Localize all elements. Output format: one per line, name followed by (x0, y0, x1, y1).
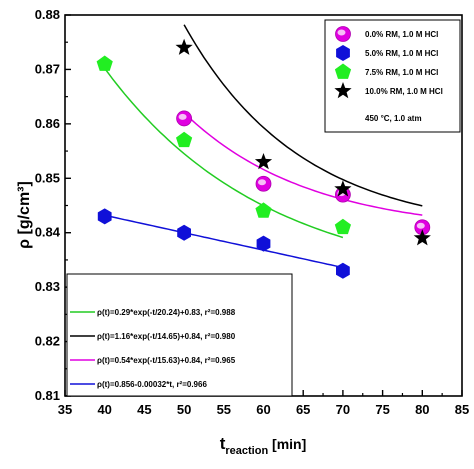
data-point (254, 153, 273, 170)
legend-label: 10.0% RM, 1.0 M HCl (365, 87, 443, 96)
x-tick-label: 70 (336, 402, 350, 417)
y-tick-label: 0.83 (35, 279, 60, 294)
legend-marker (334, 82, 352, 99)
fit-legend-box (66, 273, 293, 397)
x-tick-label: 40 (97, 402, 111, 417)
x-axis-title-main: t (220, 434, 226, 453)
x-tick-label: 55 (217, 402, 231, 417)
data-point (96, 55, 113, 71)
fit-legend-label: ρ(t)=1.16*exp(-t/14.65)+0.84, r²=0.980 (97, 332, 236, 341)
x-tick-label: 65 (296, 402, 310, 417)
fit-legend-label: ρ(t)=0.29*exp(-t/20.24)+0.83, r²=0.988 (97, 308, 236, 317)
y-tick-label: 0.88 (35, 7, 60, 22)
x-tick-label: 35 (58, 402, 72, 417)
legend-label: 7.5% RM, 1.0 M HCl (365, 68, 438, 77)
data-point (255, 175, 272, 192)
y-tick-label: 0.86 (35, 116, 60, 131)
x-tick-label: 45 (137, 402, 151, 417)
legend-marker (334, 63, 352, 79)
x-tick-label: 60 (256, 402, 270, 417)
fit-curve (104, 67, 344, 239)
data-point (176, 110, 193, 127)
x-tick-label: 75 (375, 402, 389, 417)
data-point (177, 224, 191, 241)
fit-curve (183, 112, 423, 216)
x-tick-label: 85 (455, 402, 469, 417)
data-point (97, 208, 112, 225)
data-point (256, 235, 271, 252)
fit-curve (183, 24, 423, 207)
fit-curve (104, 214, 344, 269)
y-tick-label: 0.81 (35, 388, 60, 403)
y-tick-label: 0.82 (35, 334, 60, 349)
data-points (96, 38, 431, 279)
fit-legend-label: ρ(t)=0.54*exp(-t/15.63)+0.84, r²=0.965 (97, 356, 236, 365)
fit-legend: ρ(t)=0.29*exp(-t/20.24)+0.83, r²=0.988 ρ(… (66, 273, 293, 397)
legend-label: 5.0% RM, 1.0 M HCl (365, 49, 438, 58)
legend-marker (335, 26, 351, 42)
data-point (334, 218, 351, 235)
data-point (255, 202, 272, 218)
legend-marker (336, 45, 350, 61)
data-point (413, 229, 431, 246)
y-tick-label: 0.87 (35, 61, 60, 76)
y-axis-title: ρ [g/cm³] (16, 181, 33, 249)
x-axis-title-unit: [min] (268, 436, 306, 452)
series-legend: 0.0% RM, 1.0 M HCl 5.0% RM, 1.0 M HCl 7.5%… (324, 19, 461, 133)
legend-note: 450 °C, 1.0 atm (365, 114, 422, 123)
data-point (414, 219, 431, 236)
y-tick-label: 0.85 (35, 170, 60, 185)
x-tick-label: 50 (177, 402, 191, 417)
data-point (336, 262, 350, 279)
x-axis-title: treaction [min] (220, 434, 307, 457)
legend-label: 0.0% RM, 1.0 M HCl (365, 30, 438, 39)
y-tick-label: 0.84 (35, 225, 61, 240)
axis-titles: ρ [g/cm³] treaction [min] (16, 181, 306, 457)
data-point (334, 180, 352, 197)
fit-curves (104, 24, 423, 269)
fit-legend-label: ρ(t)=0.856-0.00032*t, r²=0.966 (97, 380, 207, 389)
x-tick-label: 80 (415, 402, 429, 417)
data-point (176, 131, 193, 148)
x-axis-title-sub: reaction (225, 445, 268, 457)
data-point (175, 38, 193, 55)
